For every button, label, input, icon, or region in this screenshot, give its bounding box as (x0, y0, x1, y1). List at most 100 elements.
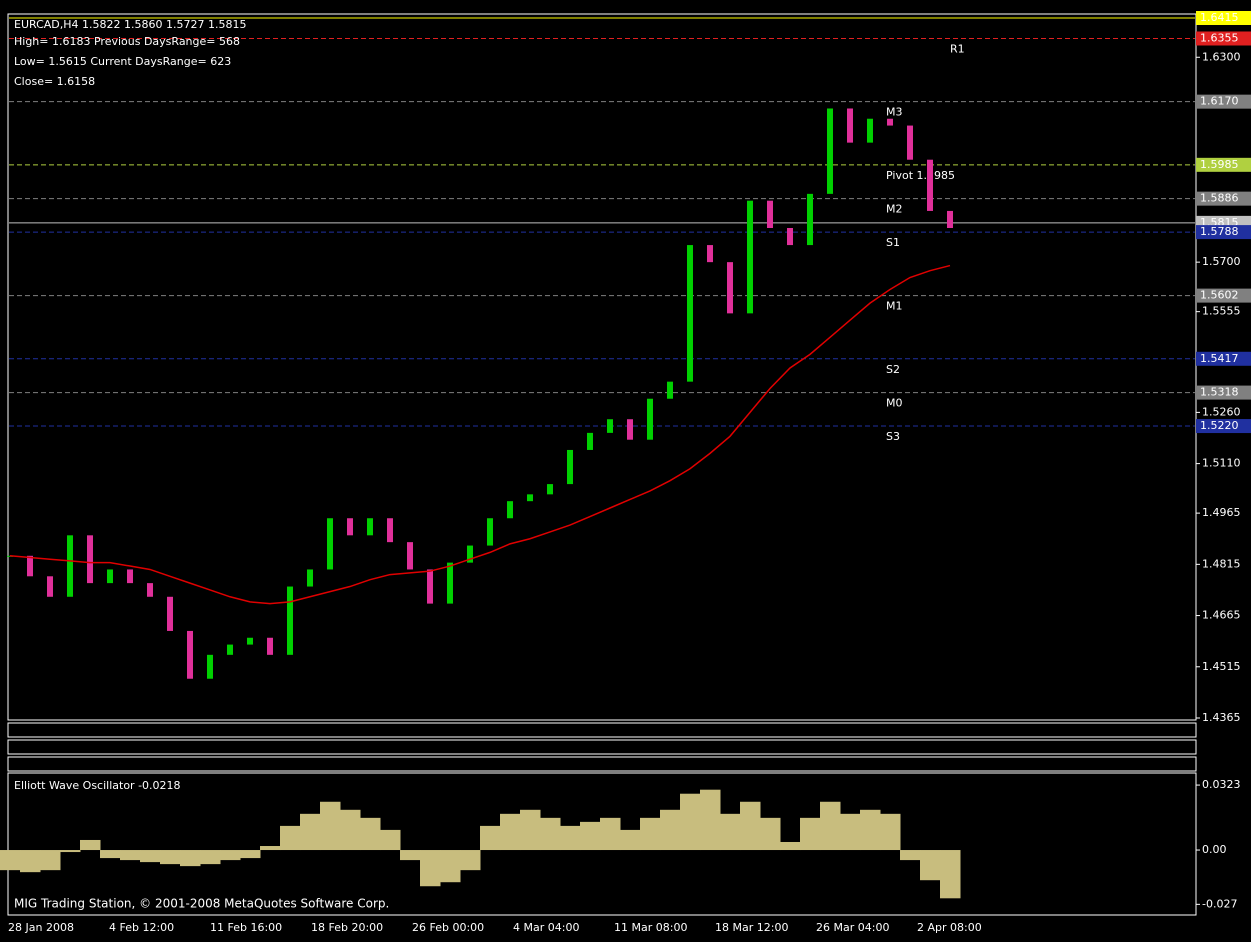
empty-panel (7, 722, 1197, 738)
oscillator-bar (820, 801, 841, 851)
candle (707, 245, 713, 263)
level-price-box (1196, 351, 1251, 366)
candle (567, 449, 573, 485)
y-tick-label: 1.4515 (1202, 660, 1241, 673)
candle (427, 569, 433, 604)
y-tick-label: 1.6300 (1202, 50, 1241, 63)
oscillator-bar (740, 801, 761, 851)
oscillator-bar (140, 850, 161, 863)
x-tick-label: 18 Mar 12:00 (715, 921, 788, 934)
candle (547, 484, 553, 495)
y-tick-label: 0.00 (1202, 843, 1227, 856)
candle (827, 108, 833, 194)
candle (947, 210, 953, 228)
oscillator-bar (460, 850, 481, 871)
oscillator-bar (760, 817, 781, 851)
oscillator-bar (420, 850, 441, 887)
oscillator-bar (480, 825, 501, 851)
candle (727, 262, 733, 314)
level-name: S3 (886, 430, 900, 443)
oscillator-bar (840, 813, 861, 851)
x-tick-label: 11 Mar 08:00 (614, 921, 687, 934)
oscillator-bar (320, 801, 341, 851)
candle (327, 518, 333, 570)
level-price-box (1196, 288, 1251, 303)
x-tick-label: 26 Mar 04:00 (816, 921, 889, 934)
oscillator-bar (300, 813, 321, 851)
x-tick-label: 26 Feb 00:00 (412, 921, 484, 934)
oscillator-bar (260, 846, 281, 851)
oscillator-bar (0, 850, 21, 871)
level-name: R1 (950, 42, 965, 55)
oscillator-bar (60, 850, 81, 853)
candle (687, 245, 693, 382)
level-price-box (1196, 11, 1251, 25)
oscillator-bar (540, 817, 561, 851)
candle (807, 193, 813, 246)
header-line: Low= 1.5615 Current DaysRange= 623 (14, 55, 231, 68)
candle (647, 398, 653, 440)
candle (587, 432, 593, 450)
copyright: MIG Trading Station, © 2001-2008 MetaQuo… (14, 897, 389, 911)
candle (247, 637, 253, 645)
level-price-label: 1.5886 (1200, 192, 1239, 205)
oscillator-bar (360, 817, 381, 851)
x-tick-label: 28 Jan 2008 (8, 921, 74, 934)
x-tick-label: 18 Feb 20:00 (311, 921, 383, 934)
level-price-label: 1.5788 (1200, 225, 1239, 238)
oscillator-bar (440, 850, 461, 883)
oscillator-bar (720, 813, 741, 851)
oscillator-bar (20, 850, 41, 873)
oscillator-bar (500, 813, 521, 851)
oscillator-bar (680, 793, 701, 851)
level-name: M0 (886, 397, 903, 410)
oscillator-bar (920, 850, 941, 881)
oscillator-bar (120, 850, 141, 861)
candle (307, 569, 313, 587)
candle (387, 518, 393, 543)
oscillator-bar (400, 850, 421, 861)
oscillator-bar (600, 817, 621, 851)
candle (207, 654, 213, 679)
oscillator-bar (80, 839, 101, 851)
oscillator-bar (940, 850, 961, 899)
x-tick-label: 11 Feb 16:00 (210, 921, 282, 934)
level-price-label: 1.6170 (1200, 95, 1239, 108)
candle (287, 586, 293, 655)
oscillator-bar (900, 850, 921, 861)
oscillator-bar (340, 809, 361, 851)
candle (187, 630, 193, 679)
y-tick-label: 1.4665 (1202, 609, 1241, 622)
candle (907, 125, 913, 160)
level-name: S1 (886, 236, 900, 249)
empty-panel (7, 739, 1197, 755)
candle (767, 200, 773, 228)
candle (67, 535, 73, 597)
oscillator-bar (560, 825, 581, 851)
candle (367, 518, 373, 536)
candle (887, 118, 893, 126)
oscillator-bar (580, 821, 601, 851)
x-tick-label: 4 Mar 04:00 (513, 921, 579, 934)
oscillator-bar (280, 825, 301, 851)
candle (527, 494, 533, 502)
level-price-box (1196, 225, 1251, 240)
moving-average (9, 264, 951, 605)
y-tick-label: -0.027 (1202, 897, 1237, 910)
level-price-label: 1.5220 (1200, 419, 1239, 432)
level-price-box (1196, 191, 1251, 206)
y-tick-label: 0.0323 (1202, 778, 1241, 791)
candle (667, 381, 673, 399)
candle (487, 518, 493, 546)
y-tick-label: 1.4815 (1202, 557, 1241, 570)
level-price-label: 1.5985 (1200, 158, 1239, 171)
candle (447, 562, 453, 604)
level-price-label: 1.5602 (1200, 289, 1239, 302)
oscillator-title: Elliott Wave Oscillator -0.0218 (14, 779, 181, 792)
oscillator-bar (200, 850, 221, 865)
level-price-box (1196, 385, 1251, 400)
oscillator-bar (220, 850, 241, 861)
x-tick-label: 4 Feb 12:00 (109, 921, 174, 934)
level-price-box (1196, 94, 1251, 109)
oscillator-bar (700, 789, 721, 851)
